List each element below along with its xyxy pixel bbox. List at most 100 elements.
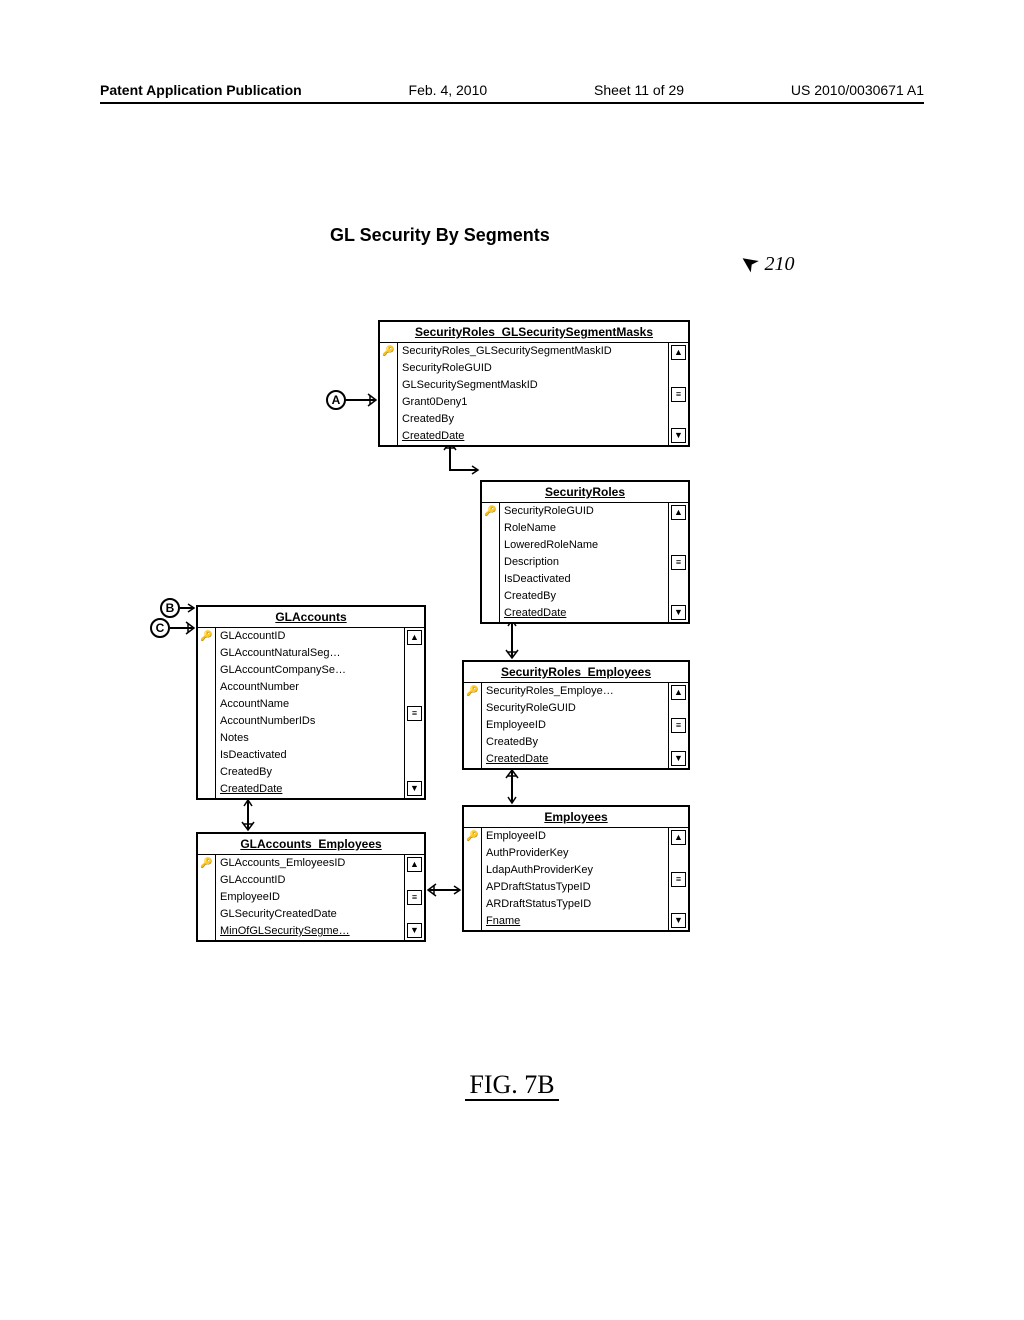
field: SecurityRoleGUID [482,700,668,717]
diagram-title: GL Security By Segments [330,225,550,246]
field-list: GLAccounts_EmloyeesID GLAccountID Employ… [216,855,404,940]
field: AccountNumberIDs [216,713,404,730]
field: GLAccounts_EmloyeesID [216,855,404,872]
key-column: 🔑 [464,683,482,768]
scroll-down-icon[interactable]: ▼ [407,923,422,938]
entity-glaccounts: GLAccounts 🔑 GLAccountID GLAccountNatura… [196,605,426,800]
entity-securityroles-glsecuritysegmentmasks: SecurityRoles_GLSecuritySegmentMasks 🔑 S… [378,320,690,447]
reference-numeral-210: ➤210 [740,250,794,276]
scroll-down-icon[interactable]: ▼ [671,605,686,620]
field: SecurityRoleGUID [500,503,668,520]
entity-title: SecurityRoles_GLSecuritySegmentMasks [380,322,688,343]
scroll-up-icon[interactable]: ▲ [671,830,686,845]
scroll-thumb[interactable]: ≡ [671,872,686,887]
field: GLSecurityCreatedDate [216,906,404,923]
connector-ref-b: B [160,598,180,618]
key-column: 🔑 [198,855,216,940]
scrollbar[interactable]: ▲ ≡ ▼ [668,683,688,768]
field: MinOfGLSecuritySegme… [216,923,404,940]
field: GLAccountCompanySe… [216,662,404,679]
scrollbar[interactable]: ▲ ≡ ▼ [668,503,688,622]
scroll-thumb[interactable]: ≡ [407,706,422,721]
entity-glaccounts-employees: GLAccounts_Employees 🔑 GLAccounts_Emloye… [196,832,426,942]
entity-securityroles-employees: SecurityRoles_Employees 🔑 SecurityRoles_… [462,660,690,770]
field: CreatedDate [216,781,404,798]
scroll-up-icon[interactable]: ▲ [407,630,422,645]
field: CreatedBy [500,588,668,605]
key-icon: 🔑 [464,828,481,845]
field-list: EmployeeID AuthProviderKey LdapAuthProvi… [482,828,668,930]
field: Fname [482,913,668,930]
field: AccountName [216,696,404,713]
field: RoleName [500,520,668,537]
field: CreatedDate [500,605,668,622]
field: AccountNumber [216,679,404,696]
key-column: 🔑 [380,343,398,445]
key-column: 🔑 [198,628,216,798]
entity-title: SecurityRoles_Employees [464,662,688,683]
field-list: SecurityRoles_Employe… SecurityRoleGUID … [482,683,668,768]
scroll-down-icon[interactable]: ▼ [671,428,686,443]
header-publication: Patent Application Publication [100,82,302,98]
field: EmployeeID [216,889,404,906]
entity-title: GLAccounts [198,607,424,628]
field-list: SecurityRoles_GLSecuritySegmentMaskID Se… [398,343,668,445]
header-docnumber: US 2010/0030671 A1 [791,82,924,98]
field: SecurityRoles_GLSecuritySegmentMaskID [398,343,668,360]
field: LoweredRoleName [500,537,668,554]
field: EmployeeID [482,717,668,734]
field: GLAccountID [216,872,404,889]
field: EmployeeID [482,828,668,845]
field-list: GLAccountID GLAccountNaturalSeg… GLAccou… [216,628,404,798]
scroll-up-icon[interactable]: ▲ [671,505,686,520]
field: Grant0Deny1 [398,394,668,411]
scroll-down-icon[interactable]: ▼ [671,751,686,766]
scroll-up-icon[interactable]: ▲ [671,345,686,360]
scroll-down-icon[interactable]: ▼ [671,913,686,928]
key-icon: 🔑 [464,683,481,700]
er-diagram-canvas: A B C SecurityRoles_GLSecuritySegmentMas… [100,310,800,960]
key-icon: 🔑 [482,503,499,520]
key-icon: 🔑 [198,628,215,645]
scroll-thumb[interactable]: ≡ [671,718,686,733]
field: SecurityRoles_Employe… [482,683,668,700]
key-column: 🔑 [482,503,500,622]
scroll-down-icon[interactable]: ▼ [407,781,422,796]
field: AuthProviderKey [482,845,668,862]
entity-employees: Employees 🔑 EmployeeID AuthProviderKey L… [462,805,690,932]
scrollbar[interactable]: ▲ ≡ ▼ [404,628,424,798]
scrollbar[interactable]: ▲ ≡ ▼ [668,343,688,445]
field: CreatedDate [398,428,668,445]
scroll-thumb[interactable]: ≡ [671,555,686,570]
entity-title: Employees [464,807,688,828]
connector-ref-a: A [326,390,346,410]
scroll-thumb[interactable]: ≡ [407,890,422,905]
field: LdapAuthProviderKey [482,862,668,879]
field: CreatedDate [482,751,668,768]
field: Description [500,554,668,571]
key-icon: 🔑 [198,855,215,872]
field: SecurityRoleGUID [398,360,668,377]
scroll-up-icon[interactable]: ▲ [671,685,686,700]
field: GLAccountID [216,628,404,645]
field: IsDeactivated [216,747,404,764]
entity-title: SecurityRoles [482,482,688,503]
figure-label: FIG. 7B [0,1070,1024,1100]
field: APDraftStatusTypeID [482,879,668,896]
field: GLSecuritySegmentMaskID [398,377,668,394]
key-icon: 🔑 [380,343,397,360]
scrollbar[interactable]: ▲ ≡ ▼ [404,855,424,940]
field: GLAccountNaturalSeg… [216,645,404,662]
field: CreatedBy [482,734,668,751]
scrollbar[interactable]: ▲ ≡ ▼ [668,828,688,930]
scroll-up-icon[interactable]: ▲ [407,857,422,872]
field: IsDeactivated [500,571,668,588]
field: CreatedBy [216,764,404,781]
entity-securityroles: SecurityRoles 🔑 SecurityRoleGUID RoleNam… [480,480,690,624]
header-date: Feb. 4, 2010 [409,82,488,98]
key-column: 🔑 [464,828,482,930]
scroll-thumb[interactable]: ≡ [671,387,686,402]
field-list: SecurityRoleGUID RoleName LoweredRoleNam… [500,503,668,622]
header-sheet: Sheet 11 of 29 [594,82,684,98]
page-header: Patent Application Publication Feb. 4, 2… [100,82,924,104]
